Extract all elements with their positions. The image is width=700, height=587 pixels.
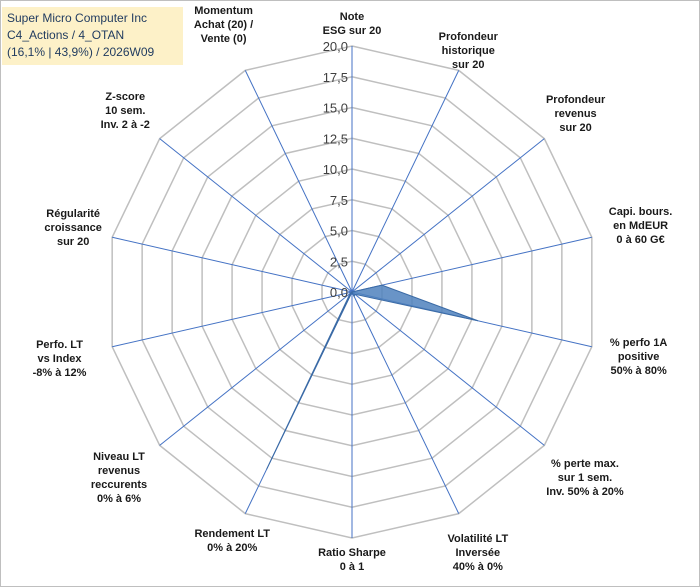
- axis-spoke: [351, 70, 460, 293]
- axis-label: Rendement LT 0% à 20%: [194, 527, 271, 554]
- tick-label: 15,0: [323, 101, 348, 116]
- axis-spoke: [159, 291, 353, 446]
- axis-label: Profondeur revenus sur 20: [545, 93, 606, 134]
- tick-label: 12,5: [323, 131, 348, 146]
- axis-label: Volatilité LT Inversée 40% à 0%: [447, 533, 509, 574]
- tick-label: 10,0: [323, 162, 348, 177]
- axis-label: Niveau LT revenus reccurents 0% à 6%: [90, 450, 148, 505]
- axis-spoke: [159, 138, 353, 293]
- tick-label: 17,5: [323, 70, 348, 85]
- tick-label: 5,0: [330, 224, 348, 239]
- chart-title-box: Super Micro Computer Inc C4_Actions / 4_…: [2, 7, 183, 65]
- tick-label: 0,0: [330, 285, 348, 300]
- axis-label: % perte max. sur 1 sem. Inv. 50% à 20%: [546, 457, 624, 498]
- series-area: [266, 284, 479, 470]
- axis-label: % perfo 1A positive 50% à 80%: [609, 337, 668, 378]
- axis-spoke: [351, 291, 545, 446]
- axis-label: Note ESG sur 20: [322, 11, 382, 37]
- axis-label: Capi. bours. en MdEUR 0 à 60 G€: [608, 206, 673, 247]
- axis-spoke: [351, 138, 545, 293]
- axis-label: Perfo. LT vs Index -8% à 12%: [32, 338, 87, 379]
- company-name: Super Micro Computer Inc: [7, 11, 148, 25]
- axis-spoke: [351, 236, 592, 293]
- tick-label: 7,5: [330, 193, 348, 208]
- axis-spoke: [351, 291, 460, 514]
- axis-spoke: [112, 236, 353, 293]
- axis-label: Momentum Achat (20) / Vente (0): [193, 5, 254, 46]
- category-label: C4_Actions / 4_OTAN: [7, 28, 125, 42]
- summary-label: (16,1% | 43,9%) / 2026W09: [7, 45, 155, 59]
- tick-label: 20,0: [323, 39, 348, 54]
- axis-label: Z-score 10 sem. Inv. 2 à -2: [100, 91, 150, 132]
- axis-label: Ratio Sharpe 0 à 1: [318, 547, 386, 573]
- axis-label: Régularité croissance sur 20: [44, 208, 102, 249]
- axis-label: Profondeur historique sur 20: [438, 30, 498, 71]
- axis-spoke: [244, 70, 353, 293]
- axis-spoke: [112, 291, 353, 348]
- tick-label: 2,5: [330, 254, 348, 269]
